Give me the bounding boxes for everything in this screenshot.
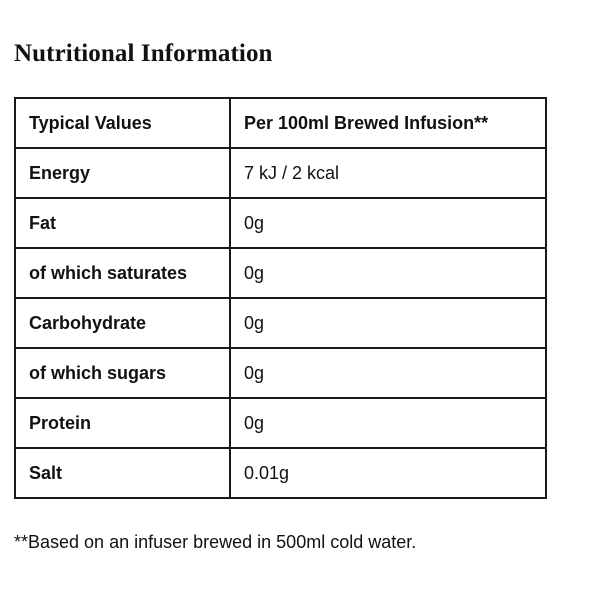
row-label-energy: Energy: [14, 147, 231, 199]
row-value-salt: 0.01g: [229, 447, 547, 499]
row-value-energy: 7 kJ / 2 kcal: [229, 147, 547, 199]
row-value-fat: 0g: [229, 197, 547, 249]
row-label-sugars: of which sugars: [14, 347, 231, 399]
footnote: **Based on an infuser brewed in 500ml co…: [14, 532, 417, 552]
table-row: Fat 0g: [14, 197, 547, 249]
table-row: Salt 0.01g: [14, 447, 547, 499]
column-header-per-100ml: Per 100ml Brewed Infusion**: [229, 97, 547, 149]
table-row: of which sugars 0g: [14, 347, 547, 399]
table-row: of which saturates 0g: [14, 247, 547, 299]
table-row: Energy 7 kJ / 2 kcal: [14, 147, 547, 199]
column-header-typical-values: Typical Values: [14, 97, 231, 149]
table-row: Protein 0g: [14, 397, 547, 449]
table-header-row: Typical Values Per 100ml Brewed Infusion…: [14, 97, 547, 149]
nutrition-table: Typical Values Per 100ml Brewed Infusion…: [14, 97, 547, 499]
row-label-salt: Salt: [14, 447, 231, 499]
row-value-saturates: 0g: [229, 247, 547, 299]
page-title: Nutritional Information: [14, 40, 273, 67]
row-label-saturates: of which saturates: [14, 247, 231, 299]
table-row: Carbohydrate 0g: [14, 297, 547, 349]
row-value-sugars: 0g: [229, 347, 547, 399]
row-label-protein: Protein: [14, 397, 231, 449]
row-value-carbohydrate: 0g: [229, 297, 547, 349]
row-label-carbohydrate: Carbohydrate: [14, 297, 231, 349]
row-label-fat: Fat: [14, 197, 231, 249]
row-value-protein: 0g: [229, 397, 547, 449]
